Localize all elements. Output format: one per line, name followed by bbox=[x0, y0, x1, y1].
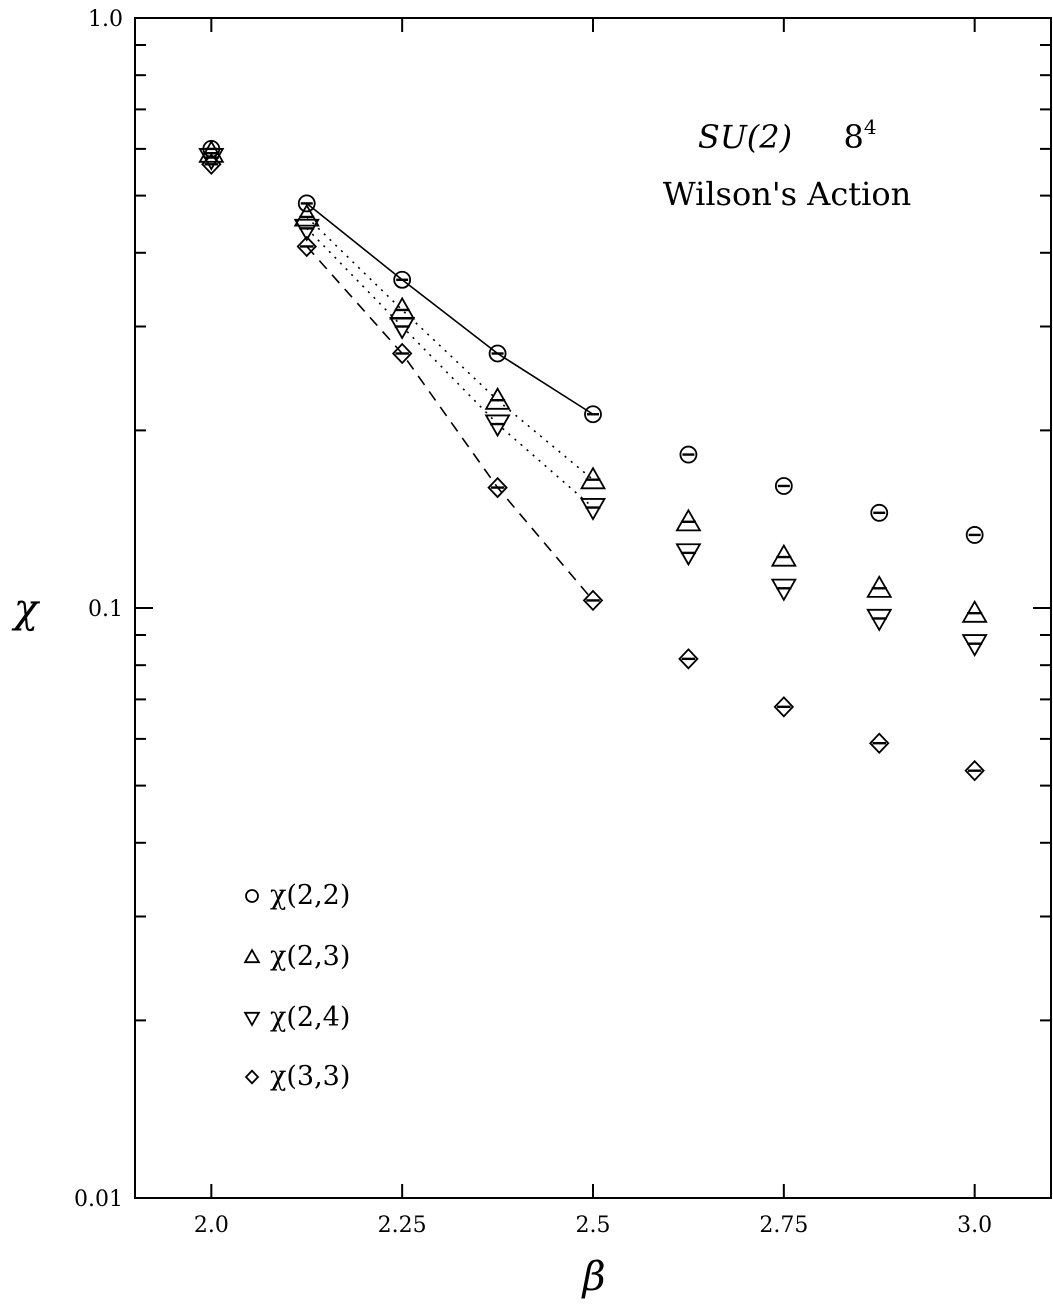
x-tick-label-0: 2.0 bbox=[194, 1213, 229, 1238]
point-s3-3 bbox=[487, 476, 508, 499]
point-s3-0 bbox=[201, 153, 222, 176]
point-s3-5 bbox=[678, 648, 699, 670]
point-s0-6 bbox=[774, 477, 793, 495]
point-s0-3 bbox=[488, 344, 507, 363]
legend-marker-2 bbox=[243, 1011, 261, 1027]
y-tick-label-2: 1.0 bbox=[88, 7, 123, 32]
point-s2-8 bbox=[961, 634, 988, 657]
point-s1-5 bbox=[675, 508, 702, 532]
annotation-lattice-base: 8 bbox=[843, 118, 863, 156]
annotation-action: Wilson's Action bbox=[663, 175, 911, 213]
legend-label-1: χ(2,3) bbox=[270, 941, 350, 972]
y-axis-label: χ bbox=[11, 586, 41, 632]
fit-line-2 bbox=[306, 227, 594, 509]
x-tick-label-4: 3.0 bbox=[957, 1213, 992, 1238]
point-s1-0 bbox=[198, 139, 225, 163]
annotation-lattice: 84 bbox=[843, 115, 876, 156]
point-s2-4 bbox=[579, 498, 607, 521]
point-s2-6 bbox=[770, 578, 797, 602]
point-s0-2 bbox=[393, 270, 412, 289]
x-axis-label: β bbox=[580, 1254, 605, 1300]
y-tick-label-1: 0.1 bbox=[88, 597, 123, 622]
point-s1-3 bbox=[484, 386, 511, 410]
point-s1-8 bbox=[961, 599, 988, 623]
legend-label-0: χ(2,2) bbox=[270, 880, 350, 911]
annotation-group: SU(2) 84 Wilson's Action bbox=[663, 115, 911, 213]
point-s0-5 bbox=[679, 445, 698, 464]
fit-line-1 bbox=[306, 216, 594, 481]
fit-lines bbox=[306, 202, 594, 601]
point-s2-3 bbox=[484, 414, 511, 438]
data-points bbox=[198, 139, 988, 782]
legend-marker-1 bbox=[243, 948, 261, 964]
point-s2-7 bbox=[866, 608, 893, 632]
x-tick-label-2: 2.5 bbox=[576, 1213, 611, 1238]
x-tick-label-1: 2.25 bbox=[378, 1213, 427, 1238]
point-s3-2 bbox=[391, 342, 413, 365]
point-s3-4 bbox=[582, 589, 604, 612]
annotation-lattice-exp: 4 bbox=[864, 115, 877, 139]
annotation-group-name: SU(2) bbox=[698, 118, 792, 156]
legend-label-2: χ(2,4) bbox=[270, 1002, 350, 1033]
point-s1-7 bbox=[866, 574, 893, 598]
fit-line-0 bbox=[306, 202, 594, 415]
point-s3-7 bbox=[869, 732, 890, 754]
point-s2-1 bbox=[293, 218, 320, 242]
legend: χ(2,2) χ(2,3) χ(2,4) χ(3,3) bbox=[243, 880, 350, 1092]
point-s2-2 bbox=[389, 316, 416, 340]
point-s3-8 bbox=[964, 759, 985, 782]
point-s2-5 bbox=[675, 543, 702, 567]
fit-line-3 bbox=[306, 245, 594, 601]
y-tick-label-0: 0.01 bbox=[74, 1187, 123, 1212]
point-s1-1 bbox=[293, 203, 320, 227]
point-s2-0 bbox=[198, 148, 225, 171]
legend-marker-0 bbox=[245, 889, 259, 903]
point-s0-4 bbox=[584, 405, 602, 424]
point-s0-8 bbox=[965, 526, 984, 544]
point-s3-1 bbox=[296, 235, 317, 258]
point-s1-6 bbox=[770, 543, 797, 567]
x-tick-label-3: 2.75 bbox=[759, 1213, 808, 1238]
legend-marker-3 bbox=[244, 1069, 260, 1085]
axis-tick-labels: 2.0 2.25 2.5 2.75 3.0 0.01 0.1 1.0 bbox=[74, 7, 992, 1238]
axis-ticks bbox=[135, 17, 1051, 1199]
point-s1-4 bbox=[579, 466, 607, 490]
legend-label-3: χ(3,3) bbox=[270, 1061, 350, 1092]
point-s3-6 bbox=[773, 696, 795, 718]
point-s0-1 bbox=[297, 194, 316, 213]
point-s0-7 bbox=[870, 503, 889, 522]
